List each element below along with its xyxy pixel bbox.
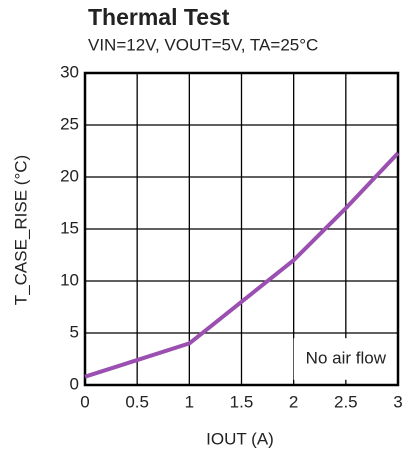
x-tick-label: 1.5	[230, 392, 254, 411]
chart-subtitle: VIN=12V, VOUT=5V, TA=25°C	[88, 35, 318, 54]
plot-border	[83, 71, 400, 387]
y-tick-label: 25	[60, 114, 79, 133]
y-axis-label: T_CASE_RISE (°C)	[11, 155, 30, 305]
chart-title: Thermal Test	[88, 4, 230, 30]
y-tick-label: 20	[60, 166, 79, 185]
y-tick-label: 5	[70, 322, 79, 341]
x-tick-label: 1	[185, 392, 194, 411]
x-tick-label: 0.5	[125, 392, 149, 411]
x-axis-label: IOUT (A)	[206, 429, 274, 448]
x-tick-label: 2	[289, 392, 298, 411]
y-tick-label: 0	[70, 374, 79, 393]
y-tick-label: 15	[60, 218, 79, 237]
x-tick-label: 2.5	[334, 392, 358, 411]
x-tick-label: 0	[80, 392, 89, 411]
annotation-background	[293, 338, 395, 380]
y-tick-label: 30	[60, 62, 79, 81]
y-tick-label: 10	[60, 270, 79, 289]
annotation: No air flow	[306, 348, 387, 367]
data-line	[84, 151, 400, 379]
x-tick-label: 3	[393, 392, 402, 411]
